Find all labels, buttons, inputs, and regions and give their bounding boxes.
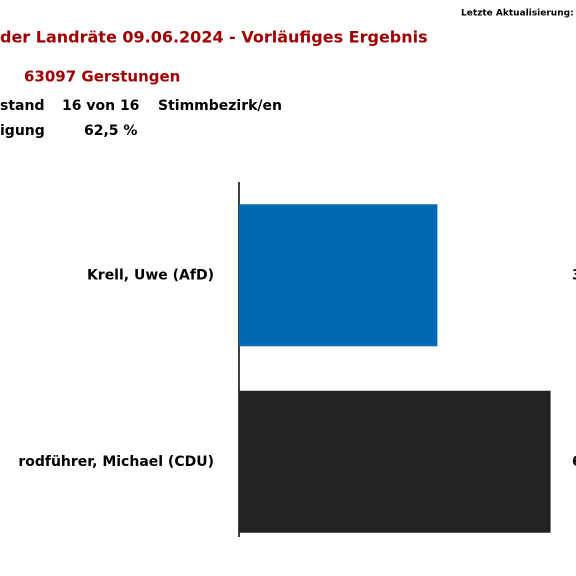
value-label: 38,9 % — [572, 267, 576, 283]
bar — [239, 390, 551, 533]
status-label: stand — [0, 98, 44, 114]
bar — [239, 204, 438, 347]
status-unit: Stimmbezirk/en — [158, 98, 282, 114]
status-value: 16 von 16 — [62, 98, 139, 114]
turnout-value: 62,5 % — [84, 123, 137, 139]
page-title: der Landräte 09.06.2024 - Vorläufiges Er… — [0, 28, 428, 47]
location: 63097 Gerstungen — [24, 68, 180, 86]
category-label: rodführer, Michael (CDU) — [18, 454, 214, 470]
updated-label: Letzte Aktualisierung: — [461, 9, 574, 19]
turnout-label: igung — [0, 123, 45, 139]
category-label: Krell, Uwe (AfD) — [87, 267, 214, 283]
value-label: 61,1 % — [572, 454, 576, 470]
